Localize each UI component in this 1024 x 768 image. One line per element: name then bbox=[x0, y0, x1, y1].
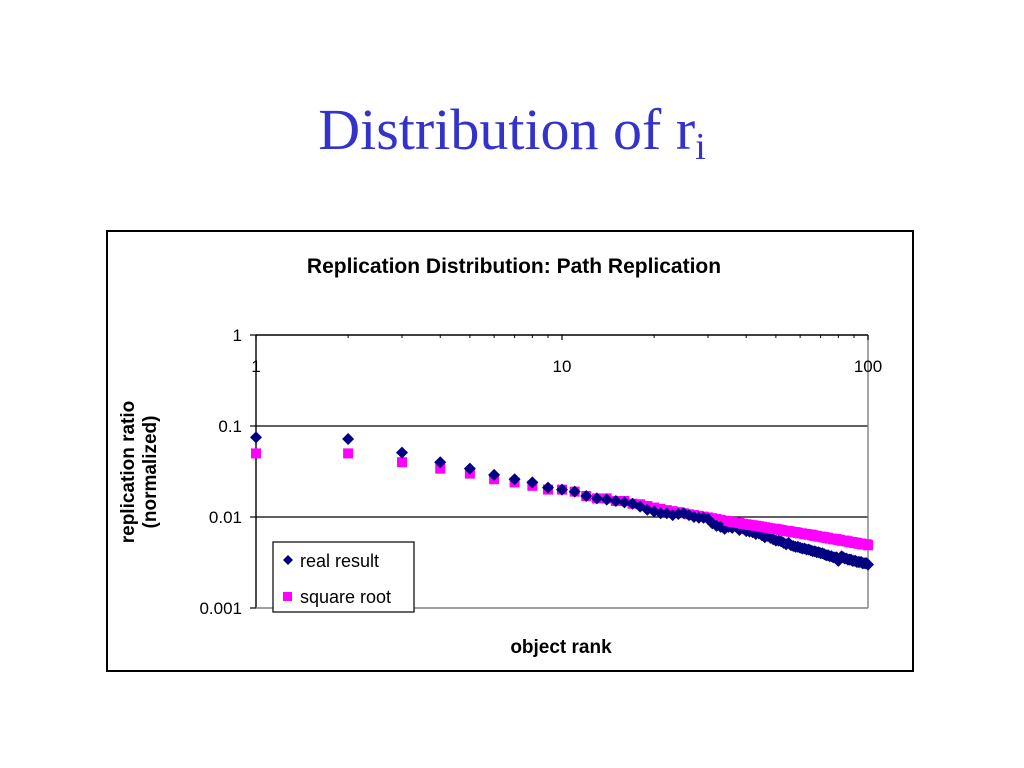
legend-box bbox=[272, 541, 415, 613]
y-tick-label-0: 1 bbox=[233, 326, 242, 345]
real-result-point bbox=[250, 431, 262, 444]
real-result-point bbox=[568, 485, 581, 498]
grid-layer bbox=[256, 425, 868, 518]
real-result-point bbox=[600, 493, 613, 506]
square-root-point bbox=[396, 457, 407, 468]
y-axis-label-line-1: replication ratio bbox=[118, 401, 139, 544]
y-axis-label-group: replication ratio (normalized) bbox=[118, 401, 161, 544]
real-result-point bbox=[526, 476, 539, 489]
real-result-point bbox=[488, 468, 501, 481]
x-tick-label-2: 100 bbox=[854, 357, 882, 376]
real-result-point bbox=[342, 432, 355, 445]
real-result-point bbox=[618, 496, 631, 509]
x-axis-label: object rank bbox=[510, 637, 612, 658]
y-tick-label-3: 0.001 bbox=[199, 599, 242, 618]
real-result-point bbox=[609, 494, 622, 507]
legend-label-real-result: real result bbox=[300, 551, 379, 571]
chart-svg: Replication Distribution: Path Replicati… bbox=[118, 255, 882, 658]
real-result-point bbox=[654, 507, 667, 520]
real-result-point bbox=[434, 456, 447, 469]
real-result-point bbox=[508, 473, 521, 486]
real-result-point bbox=[556, 483, 568, 496]
slide-title-main: Distribution of r bbox=[318, 97, 696, 162]
square-root-point bbox=[863, 540, 873, 551]
y-tick-label-1: 0.1 bbox=[218, 417, 242, 436]
x-tick-label-1: 10 bbox=[553, 357, 572, 376]
slide-title: Distribution of ri bbox=[0, 96, 1024, 169]
real-result-point bbox=[463, 462, 476, 475]
legend-label-square-root: square root bbox=[300, 587, 391, 607]
real-result-point bbox=[580, 490, 593, 503]
real-result-point bbox=[862, 558, 874, 571]
slide-title-subscript: i bbox=[695, 126, 706, 168]
legend-marker-real-result bbox=[283, 555, 293, 565]
chart-title: Replication Distribution: Path Replicati… bbox=[307, 255, 721, 278]
legend-marker-square-root bbox=[283, 592, 292, 601]
y-axis-label-line-2: (normalized) bbox=[140, 416, 161, 529]
y-tick-label-2: 0.01 bbox=[209, 508, 242, 527]
real-result-point bbox=[590, 492, 603, 505]
square-root-point bbox=[343, 448, 354, 459]
real-result-point bbox=[541, 481, 554, 494]
series-layer bbox=[250, 431, 874, 571]
tick-layer: 1 0.1 0.01 0.001 1 10 100 bbox=[199, 326, 882, 618]
chart-legend: real result square root bbox=[272, 541, 415, 613]
chart-frame: Replication Distribution: Path Replicati… bbox=[106, 230, 914, 672]
x-tick-label-0: 1 bbox=[251, 357, 260, 376]
square-root-point bbox=[435, 463, 446, 474]
square-root-point bbox=[251, 448, 261, 459]
real-result-point bbox=[395, 446, 408, 459]
